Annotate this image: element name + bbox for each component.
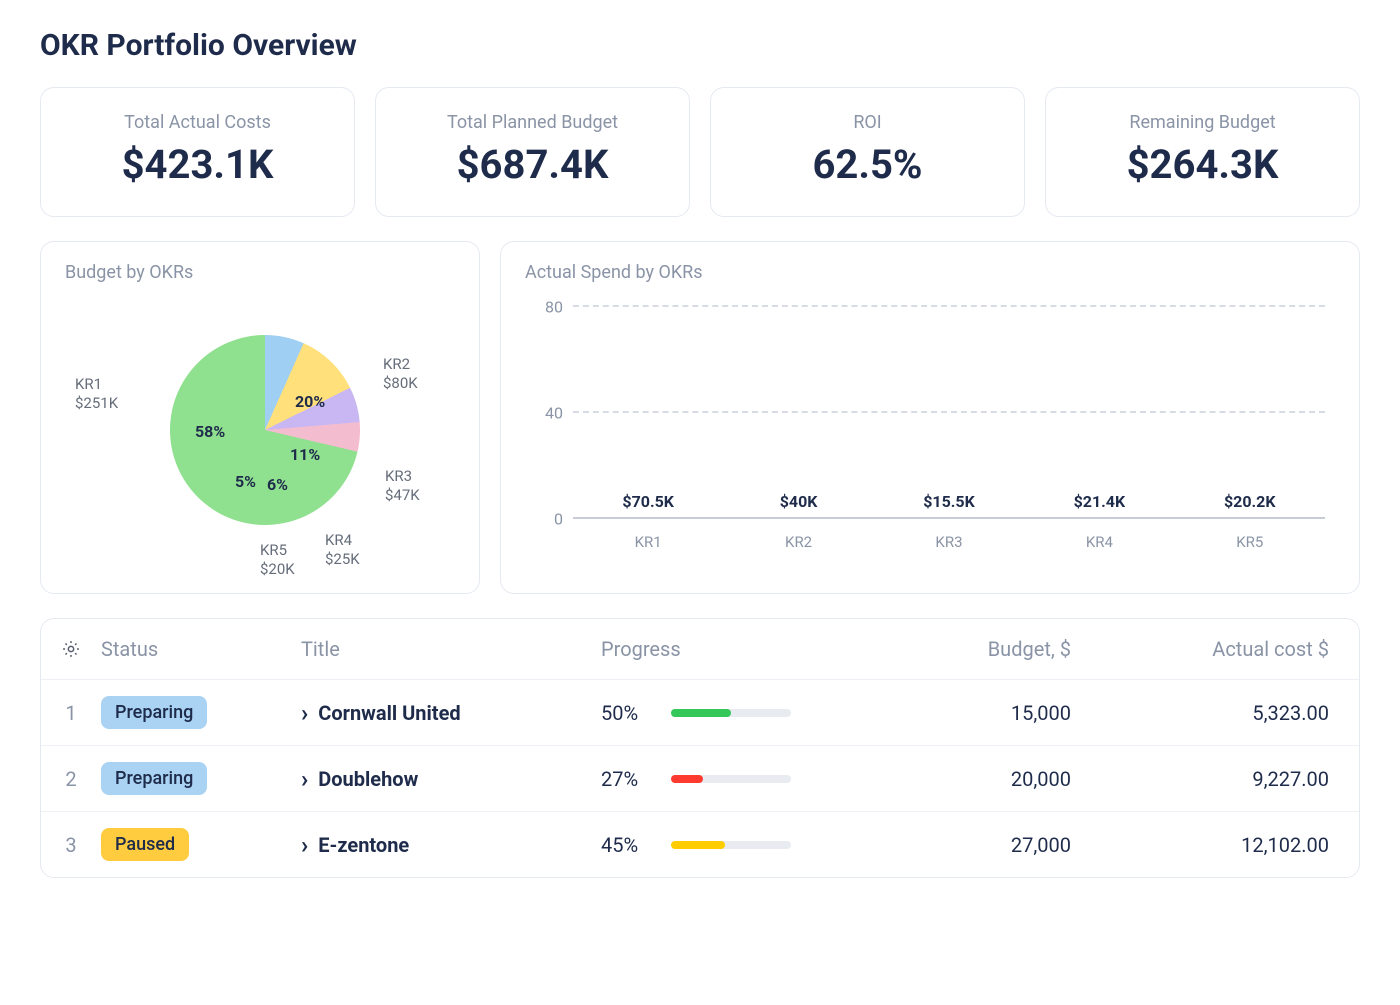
bar-column: $21.4K [1032,492,1167,517]
budget-cell: 15,000 [871,701,1101,725]
bar-chart-area: 0 40 80 $70.5K $40K $15.5K $21.4K $20.2K KR1 KR2… [525,295,1335,555]
pie-slice-label: KR3$47K [385,467,420,505]
col-header-actual[interactable]: Actual cost $ [1101,637,1359,661]
pie-slice-label: KR2$80K [383,355,418,393]
kpi-card-remaining-budget: Remaining Budget $264.3K [1045,87,1360,217]
progress-fill [671,775,703,783]
page-title: OKR Portfolio Overview [40,28,1360,63]
chart-gridline: 0 [573,517,1325,519]
bar-category-label: KR1 [581,525,716,555]
kpi-card-roi: ROI 62.5% [710,87,1025,217]
bar-category-label: KR2 [731,525,866,555]
pie-slice-label: KR4$25K [325,531,360,569]
charts-row: Budget by OKRs 58%20%11%6%5%KR1$251KKR2$… [40,241,1360,594]
progress-percent: 45% [601,833,657,857]
row-title-cell[interactable]: › E-zentone [301,831,601,859]
progress-bar [671,841,791,849]
okr-table: Status Title Progress Budget, $ Actual c… [40,618,1360,878]
bar-category-label: KR4 [1032,525,1167,555]
y-axis-tick: 80 [533,298,563,317]
status-badge: Paused [101,828,189,861]
progress-fill [671,709,731,717]
bar-chart-card: Actual Spend by OKRs 0 40 80 $70.5K $40K $15.… [500,241,1360,594]
row-index: 1 [41,701,101,725]
bar-column: $20.2K [1182,492,1317,517]
bar-category-label: KR5 [1182,525,1317,555]
kpi-label: Remaining Budget [1066,112,1339,133]
col-header-title[interactable]: Title [301,637,601,661]
pie-slice-label: KR5$20K [260,541,295,579]
chevron-right-icon: › [301,699,308,727]
chevron-right-icon: › [301,765,308,793]
pie-slice-label: KR1$251K [75,375,118,413]
bar-column: $70.5K [581,492,716,517]
kpi-value: $423.1K [61,141,334,188]
pie-slice-percent: 5% [235,472,256,491]
row-title-cell[interactable]: › Cornwall United [301,699,601,727]
row-title: Cornwall United [318,701,460,725]
row-title-cell[interactable]: › Doublehow [301,765,601,793]
gear-icon [61,639,81,659]
progress-bar [671,775,791,783]
pie-slice-percent: 6% [267,475,288,494]
progress-percent: 27% [601,767,657,791]
pie-slice-percent: 20% [295,392,325,411]
kpi-card-planned-budget: Total Planned Budget $687.4K [375,87,690,217]
bar-chart-title: Actual Spend by OKRs [525,262,1335,283]
kpi-value: 62.5% [731,141,1004,188]
bar-value-label: $70.5K [622,492,674,511]
y-axis-tick: 40 [533,404,563,423]
table-header-row: Status Title Progress Budget, $ Actual c… [41,619,1359,680]
bar-value-label: $15.5K [923,492,975,511]
pie-slice-percent: 11% [290,445,320,464]
budget-cell: 20,000 [871,767,1101,791]
progress-fill [671,841,725,849]
progress-bar [671,709,791,717]
bar-chart-categories: KR1 KR2 KR3 KR4 KR5 [573,525,1325,555]
bar-column: $40K [731,492,866,517]
row-index: 2 [41,767,101,791]
status-badge: Preparing [101,696,207,729]
table-row[interactable]: 1Preparing › Cornwall United 50% 15,0005,323… [41,680,1359,746]
pie-chart-card: Budget by OKRs 58% 20% 11%6% 5% KR1$251K KR2$… [40,241,480,594]
col-header-status[interactable]: Status [101,637,301,661]
kpi-value: $264.3K [1066,141,1339,188]
col-header-progress[interactable]: Progress [601,637,871,661]
bar-category-label: KR3 [881,525,1016,555]
pie-slice-percent: 58% [195,422,225,441]
bar-column: $15.5K [881,492,1016,517]
budget-cell: 27,000 [871,833,1101,857]
table-settings-button[interactable] [41,639,101,659]
bar-value-label: $40K [780,492,818,511]
kpi-value: $687.4K [396,141,669,188]
pie-chart-area: 58% 20% 11%6% 5% KR1$251K KR2$80K KR3$47K KR4$2… [65,295,455,575]
bar-chart-plot: 04080$70.5K$40K$15.5K$21.4K$20.2K [573,305,1325,517]
kpi-label: ROI [731,112,1004,133]
col-header-budget[interactable]: Budget, $ [871,637,1101,661]
kpi-label: Total Planned Budget [396,112,669,133]
kpi-card-actual-costs: Total Actual Costs $423.1K [40,87,355,217]
actual-cost-cell: 12,102.00 [1101,833,1359,857]
bar-value-label: $21.4K [1074,492,1126,511]
row-index: 3 [41,833,101,857]
bar-value-label: $20.2K [1224,492,1276,511]
table-row[interactable]: 2Preparing › Doublehow 27% 20,0009,227.00 [41,746,1359,812]
progress-percent: 50% [601,701,657,725]
table-row[interactable]: 3Paused › E-zentone 45% 27,00012,102.00 [41,812,1359,877]
y-axis-tick: 0 [533,510,563,529]
chevron-right-icon: › [301,831,308,859]
row-title: Doublehow [318,767,418,791]
actual-cost-cell: 5,323.00 [1101,701,1359,725]
actual-cost-cell: 9,227.00 [1101,767,1359,791]
status-badge: Preparing [101,762,207,795]
kpi-label: Total Actual Costs [61,112,334,133]
row-title: E-zentone [318,833,409,857]
pie-chart-title: Budget by OKRs [65,262,455,283]
kpi-row: Total Actual Costs $423.1K Total Planned… [40,87,1360,217]
